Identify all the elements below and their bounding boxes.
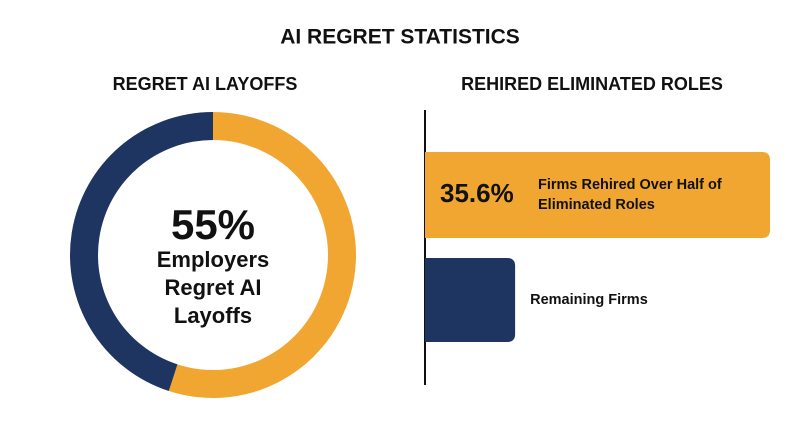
bar-label-box: Firms Rehired Over Half of Eliminated Ro…	[538, 177, 722, 213]
center-label: Employers Regret AI Layoffs	[156, 247, 270, 328]
bar-label: Firms Rehired Over Half of Eliminated Ro…	[538, 177, 722, 213]
bar-label-box: Remaining Firms	[530, 292, 648, 308]
center-label-box: Employers Regret AI Layoffs	[156, 247, 270, 328]
page-title: AI REGRET STATISTICS	[280, 26, 520, 49]
chart-title: REHIRED ELIMINATED ROLES	[461, 74, 723, 94]
chart-title: REGRET AI LAYOFFS	[113, 74, 298, 94]
bar-label: Remaining Firms	[530, 292, 648, 308]
bar	[425, 258, 516, 342]
bar	[425, 152, 770, 238]
value-label: 35.6%	[440, 178, 514, 208]
center-value: 55%	[171, 201, 255, 248]
donut-segment	[168, 112, 357, 398]
donut-segment	[70, 111, 213, 392]
